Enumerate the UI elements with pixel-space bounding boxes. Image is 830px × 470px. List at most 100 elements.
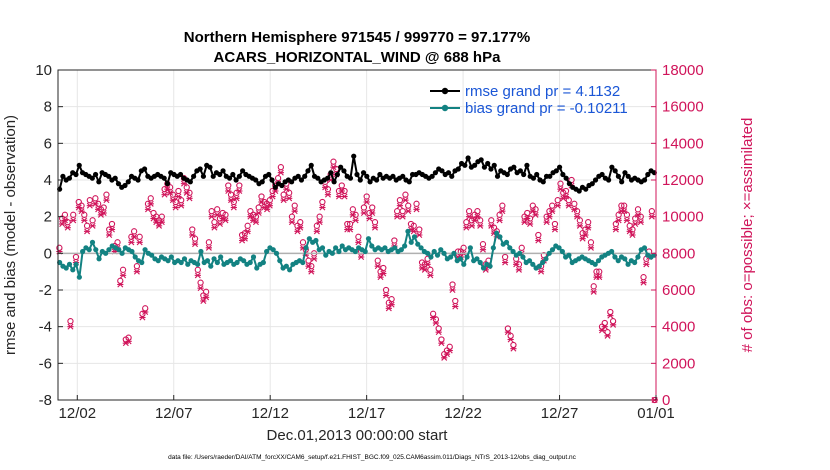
bias-point xyxy=(329,250,335,256)
obs-possible-point xyxy=(532,206,539,213)
obs-assimilated-point xyxy=(222,217,229,224)
rmse-point xyxy=(390,173,396,179)
bias-point xyxy=(208,263,214,269)
bias-point xyxy=(185,261,191,267)
bias-point xyxy=(520,254,526,260)
right-tick-label: 8000 xyxy=(662,245,695,262)
obs-assimilated-point xyxy=(366,215,373,222)
obs-possible-point xyxy=(227,191,235,198)
left-tick-label: -4 xyxy=(39,319,52,336)
obs-possible-point xyxy=(640,274,647,281)
obs-assimilated-point xyxy=(576,222,583,229)
obs-assimilated-point xyxy=(360,210,368,216)
obs-assimilated-point xyxy=(443,351,451,358)
obs-assimilated-point xyxy=(142,309,149,315)
obs-possible-point xyxy=(402,191,409,198)
obs-possible-point xyxy=(504,325,512,332)
obs-assimilated-point xyxy=(587,244,595,251)
obs-assimilated-point xyxy=(147,200,154,207)
bias-point xyxy=(434,252,441,258)
obs-possible-point xyxy=(593,268,600,275)
obs-assimilated-point xyxy=(133,268,141,275)
obs-assimilated-point xyxy=(158,219,165,226)
rmse-point xyxy=(547,173,553,179)
left-tick-label: 8 xyxy=(44,99,52,116)
obs-assimilated-point xyxy=(59,221,66,227)
obs-assimilated-point xyxy=(643,261,650,268)
bias-point xyxy=(546,250,552,256)
rmse-point xyxy=(439,168,445,174)
rmse-point xyxy=(481,164,488,170)
obs-possible-point xyxy=(274,175,282,182)
obs-assimilated-point xyxy=(103,197,110,204)
obs-assimilated-point xyxy=(396,202,404,209)
obs-assimilated-point xyxy=(108,226,116,233)
rmse-point xyxy=(233,177,239,183)
obs-possible-point xyxy=(449,281,456,288)
obs-possible-point xyxy=(208,208,215,215)
rmse-point xyxy=(504,171,510,178)
rmse-point xyxy=(641,177,648,183)
obs-possible-point xyxy=(241,230,249,237)
obs-possible-point xyxy=(590,283,597,290)
bias-point xyxy=(425,250,431,256)
obs-possible-point xyxy=(125,334,132,341)
obs-assimilated-point xyxy=(634,211,642,218)
bias-series xyxy=(57,228,657,280)
obs-assimilated-point xyxy=(432,320,440,326)
rmse-point xyxy=(125,179,131,185)
obs-assimilated-point xyxy=(95,206,102,213)
obs-assimilated-point xyxy=(543,219,550,226)
obs-assimilated-point xyxy=(435,329,442,336)
bias-point xyxy=(313,237,319,244)
obs-assimilated-point xyxy=(369,210,376,216)
obs-assimilated-point xyxy=(346,226,354,233)
bias-point xyxy=(132,254,138,260)
right-tick-label: 12000 xyxy=(662,172,704,189)
x-tick-label: 12/02 xyxy=(59,405,97,422)
bias-point xyxy=(369,243,375,249)
rmse-point xyxy=(76,162,82,168)
bias-point xyxy=(487,263,493,269)
obs-possible-point xyxy=(452,297,459,305)
obs-assimilated-point xyxy=(322,184,329,191)
bias-point xyxy=(402,243,408,249)
obs-possible-point xyxy=(604,329,611,336)
obs-assimilated-point xyxy=(83,228,91,235)
rmse-point xyxy=(308,162,314,168)
rmse-point xyxy=(645,171,651,178)
rmse-point xyxy=(354,171,360,178)
obs-possible-point xyxy=(277,164,285,171)
rmse-point xyxy=(73,171,79,178)
bias-point xyxy=(635,254,641,260)
obs-assimilated-point xyxy=(626,228,633,235)
obs-assimilated-point xyxy=(100,210,107,216)
rmse-point xyxy=(341,168,347,174)
rmse-point xyxy=(197,166,203,172)
obs-assimilated-point xyxy=(424,261,431,268)
obs-assimilated-point xyxy=(161,191,168,198)
obs-assimilated-point xyxy=(596,274,603,281)
obs-possible-point xyxy=(510,341,517,349)
rmse-point xyxy=(622,170,628,176)
obs-assimilated-point xyxy=(513,261,520,268)
obs-assimilated-point xyxy=(269,193,276,200)
obs-assimilated-point xyxy=(155,222,163,229)
rmse-point xyxy=(494,173,501,179)
rmse-point xyxy=(259,179,265,185)
obs-assimilated-point xyxy=(266,202,273,209)
rmse-point xyxy=(60,173,66,179)
bias-point xyxy=(270,247,276,253)
obs-possible-point xyxy=(369,204,376,211)
bias-point xyxy=(559,248,565,255)
bias-point xyxy=(319,245,326,251)
obs-possible-point xyxy=(582,226,589,233)
obs-possible-point xyxy=(346,220,354,228)
obs-assimilated-point xyxy=(297,224,304,231)
rmse-point xyxy=(331,179,337,185)
bias-point xyxy=(336,248,342,255)
obs-possible-point xyxy=(103,191,110,198)
obs-possible-point xyxy=(632,215,639,222)
bias-point xyxy=(80,248,86,255)
obs-possible-point xyxy=(399,208,406,215)
